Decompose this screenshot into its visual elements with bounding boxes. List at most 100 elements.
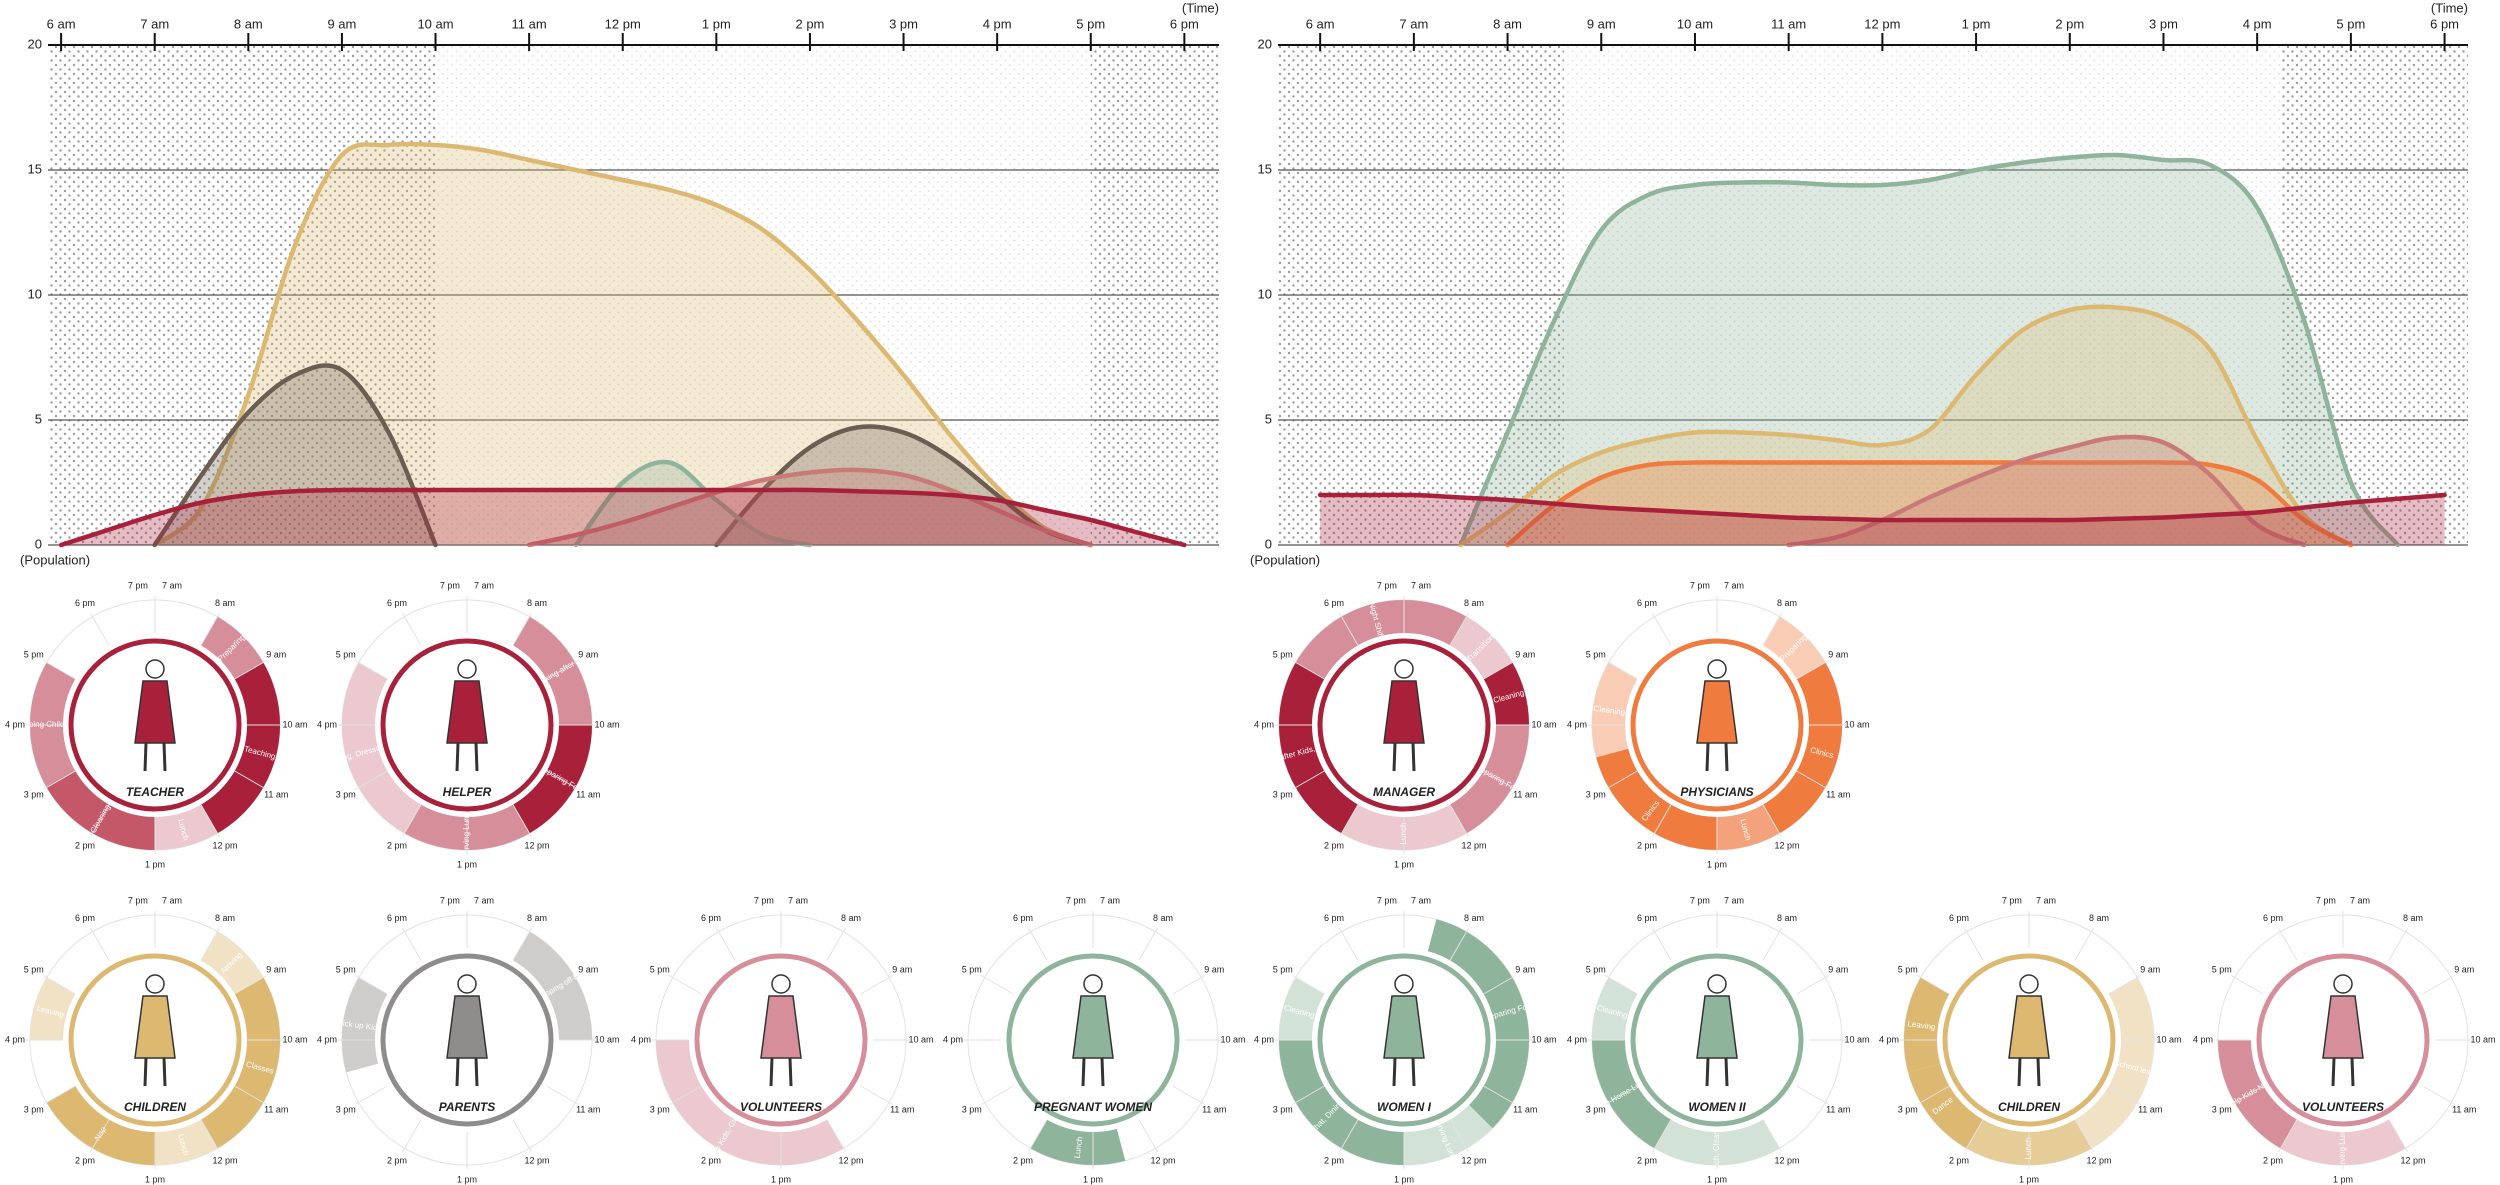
hour-divider <box>669 975 702 995</box>
activity-segment <box>1450 725 1529 834</box>
hour-label: 6 pm <box>1324 913 1344 923</box>
hour-label: 7 am <box>474 895 494 905</box>
hour-divider <box>234 975 267 995</box>
hour-label: 8 am <box>215 913 235 923</box>
hour-label: 7 am <box>2350 895 2370 905</box>
activity-segment <box>1904 977 1950 1073</box>
hour-divider <box>402 1119 422 1152</box>
figure-body <box>446 680 488 744</box>
hour-divider <box>1339 613 1359 646</box>
hour-label: 5 pm <box>336 964 356 974</box>
figure-legs <box>1392 742 1416 772</box>
hour-divider <box>1292 975 1325 995</box>
x-axis-label: (Time) <box>2431 0 2468 15</box>
hour-label: 5 pm <box>1898 964 1918 974</box>
hour-label: 3 pm <box>1586 789 1606 799</box>
x-tick-label: 7 am <box>140 16 169 31</box>
hour-label: 12 pm <box>524 841 549 851</box>
hour-divider <box>1449 613 1469 646</box>
area-fill <box>1460 154 2398 545</box>
hour-divider <box>200 1119 220 1152</box>
hour-label: 1 pm <box>1083 1174 1103 1184</box>
hour-label: 7 am <box>788 895 808 905</box>
hour-label: 4 pm <box>317 1034 337 1044</box>
activity-segment <box>2075 977 2154 1149</box>
hour-label: 12 pm <box>212 1156 237 1166</box>
hour-label: 8 am <box>527 598 547 608</box>
activity-segment <box>1592 662 1638 758</box>
hour-divider <box>1964 928 1984 961</box>
hour-label: 5 pm <box>2212 964 2232 974</box>
figure-head <box>145 974 165 994</box>
hour-divider <box>2108 1085 2141 1105</box>
hour-label: 1 pm <box>1394 859 1414 869</box>
hour-divider <box>1483 770 1516 790</box>
hour-label: 6 pm <box>1949 913 1969 923</box>
hour-divider <box>43 660 76 680</box>
hour-divider <box>43 975 76 995</box>
y-tick-label: 0 <box>35 536 42 551</box>
hour-label: 3 pm <box>1273 789 1293 799</box>
hour-divider <box>1172 975 1205 995</box>
figure-body <box>1696 680 1738 744</box>
hour-label: 7 am <box>1411 580 1431 590</box>
hour-label: 5 pm <box>24 649 44 659</box>
figure-body <box>2008 995 2050 1059</box>
hour-divider <box>1028 1119 1048 1152</box>
hour-label: 1 pm <box>1394 1174 1414 1184</box>
hour-divider <box>1652 928 1672 961</box>
figure-body <box>134 680 176 744</box>
hour-divider <box>43 770 76 790</box>
activity-segment <box>201 616 264 679</box>
hour-label: 7 am <box>1724 580 1744 590</box>
hour-label: 5 pm <box>24 964 44 974</box>
activity-segment <box>1483 662 1529 725</box>
hour-divider <box>1796 770 1829 790</box>
hour-label: 10 am <box>1220 1034 1245 1044</box>
hour-label: 6 pm <box>75 913 95 923</box>
hour-label: 10 am <box>282 1034 307 1044</box>
figure-legs <box>143 742 167 772</box>
figure-legs <box>1392 1057 1416 1087</box>
hour-divider <box>1449 804 1469 837</box>
hour-label: 3 pm <box>1273 1104 1293 1114</box>
hour-divider <box>234 660 267 680</box>
hour-label: 1 pm <box>145 1174 165 1184</box>
hour-divider <box>1449 1119 1469 1152</box>
hour-label: 7 pm <box>2002 895 2022 905</box>
figure-legs <box>1705 1057 1729 1087</box>
hour-divider <box>2278 928 2298 961</box>
hour-label: 4 pm <box>1567 719 1587 729</box>
activity-segment <box>513 725 592 834</box>
hour-divider <box>200 928 220 961</box>
hour-label: 3 pm <box>2212 1104 2232 1114</box>
hour-divider <box>716 928 736 961</box>
area-fill <box>154 365 1091 545</box>
figure-legs <box>1705 742 1729 772</box>
hour-divider <box>2074 928 2094 961</box>
figure-head <box>1394 659 1414 679</box>
hour-label: 7 am <box>1411 895 1431 905</box>
hour-label: 2 pm <box>75 841 95 851</box>
hour-divider <box>1796 1085 1829 1105</box>
hour-divider <box>512 928 532 961</box>
activity-segment <box>30 977 76 1040</box>
hour-divider <box>1138 928 1158 961</box>
hour-label: 4 pm <box>2193 1034 2213 1044</box>
figure-head <box>1083 974 1103 994</box>
hour-label: 8 am <box>841 913 861 923</box>
hour-divider <box>1762 804 1782 837</box>
hour-divider <box>1762 613 1782 646</box>
hour-divider <box>90 928 110 961</box>
activity-segment <box>155 804 218 850</box>
activity-wheel: Lunch, CleaningTake Home LunchCleaning7 … <box>1567 895 1870 1184</box>
y-axis-label: (Population) <box>1250 552 1320 567</box>
hour-divider <box>1449 928 1469 961</box>
hour-label: 6 pm <box>1324 598 1344 608</box>
x-tick-label: 5 pm <box>2336 16 2365 31</box>
hour-label: 11 am <box>1826 789 1850 799</box>
